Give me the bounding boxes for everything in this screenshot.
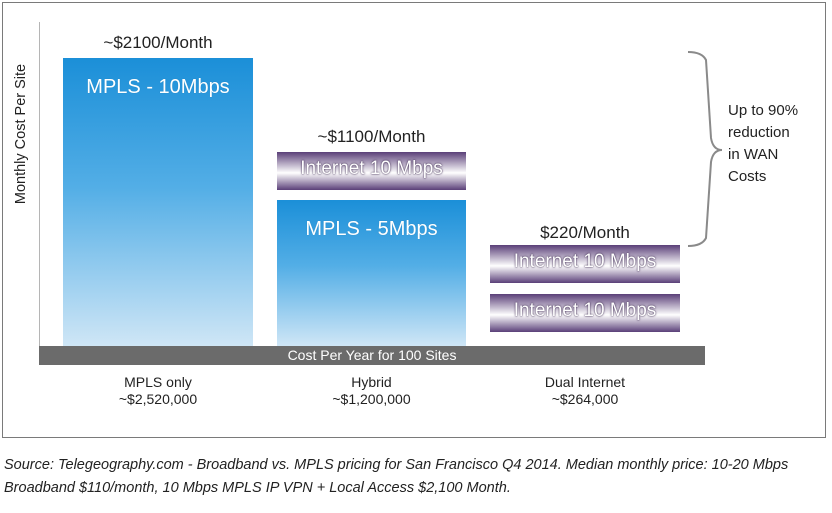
baseline-band: Cost Per Year for 100 Sites	[39, 346, 705, 365]
annotation-line: reduction	[728, 124, 790, 141]
bar-label: Internet 10 Mbps	[513, 251, 657, 272]
category-name: Dual Internet	[544, 374, 626, 390]
bar-label: Internet 10 Mbps	[513, 300, 657, 321]
price-label-hybrid: ~$1100/Month	[317, 127, 426, 146]
category-name: MPLS only	[124, 374, 192, 390]
bar-label: MPLS - 10Mbps	[86, 76, 230, 98]
bar-dual-internet-10mbps-top: Internet 10 Mbps	[490, 245, 680, 283]
price-label-dual-internet: $220/Month	[540, 223, 630, 242]
category-label-dual-internet: Dual Internet ~$264,000	[490, 374, 680, 408]
category-annual-cost: ~$264,000	[551, 391, 619, 407]
source-footnote: Source: Telegeography.com - Broadband vs…	[4, 457, 789, 496]
annotation-line: in WAN	[728, 146, 779, 163]
y-axis-label: Monthly Cost Per Site	[13, 63, 29, 205]
bar-label: Internet 10 Mbps	[300, 158, 443, 179]
bar-hybrid-internet-10mbps: Internet 10 Mbps	[277, 152, 466, 190]
category-name: Hybrid	[351, 374, 392, 390]
bar-dual-internet-10mbps-bottom: Internet 10 Mbps	[490, 294, 680, 332]
right-brace-icon	[687, 51, 723, 247]
price-label-mpls-only: ~$2100/Month	[103, 33, 213, 52]
annotation-line: Up to 90%	[728, 102, 799, 119]
bar-mpls-10mbps: MPLS - 10Mbps	[63, 58, 253, 346]
category-annual-cost: ~$2,520,000	[118, 391, 198, 407]
reduction-annotation: Up to 90% reduction in WAN Costs	[728, 100, 818, 188]
category-label-mpls-only: MPLS only ~$2,520,000	[63, 374, 253, 408]
annotation-line: Costs	[728, 168, 767, 185]
y-axis-line	[39, 22, 40, 346]
category-label-hybrid: Hybrid ~$1,200,000	[277, 374, 466, 408]
category-annual-cost: ~$1,200,000	[332, 391, 411, 407]
bar-mpls-5mbps: MPLS - 5Mbps	[277, 200, 466, 346]
bar-label: MPLS - 5Mbps	[305, 218, 438, 240]
